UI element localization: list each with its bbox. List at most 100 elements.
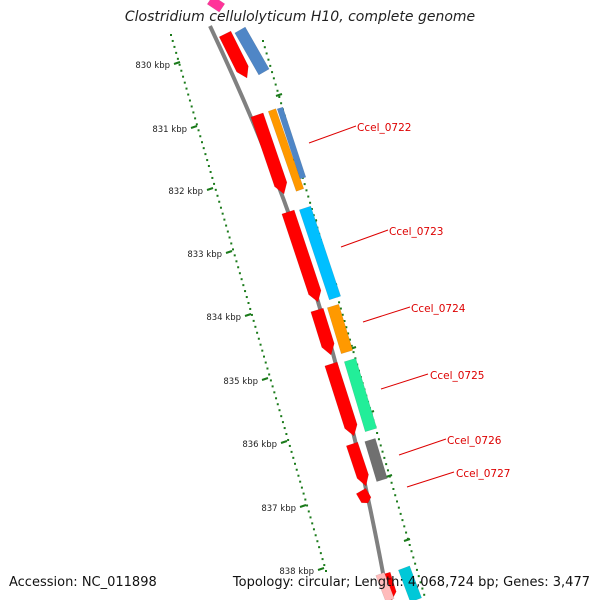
- tick-dot: [343, 320, 346, 322]
- tick-dot: [216, 194, 219, 197]
- tick-dot: [350, 344, 353, 347]
- tick-dot: [338, 301, 341, 304]
- gene-feature[interactable]: [267, 108, 305, 192]
- tick-dot: [252, 319, 255, 322]
- tick-dot: [306, 504, 309, 507]
- gene-label-leader: [340, 229, 389, 248]
- tick-dot: [256, 331, 259, 334]
- tick-dot: [381, 450, 384, 453]
- forward-cds-arrow[interactable]: [218, 30, 249, 79]
- gene-label[interactable]: Ccel_0725: [430, 370, 484, 382]
- tick-dot: [278, 96, 281, 98]
- kbp-label: 837 kbp: [261, 504, 296, 514]
- tick-dot: [218, 200, 221, 203]
- tick-dot: [199, 135, 202, 138]
- gene-label[interactable]: Ccel_0724: [411, 303, 466, 315]
- kbp-label: 833 kbp: [187, 250, 222, 260]
- tick-dot: [173, 45, 176, 48]
- forward-cds-arrow[interactable]: [324, 361, 358, 437]
- tick-dot: [261, 349, 264, 352]
- tick-dot: [292, 456, 295, 459]
- tick-dot: [235, 260, 238, 263]
- kbp-tick: [280, 440, 288, 444]
- tick-dot: [275, 397, 278, 400]
- tick-dot: [245, 296, 248, 299]
- tick-dot: [376, 432, 379, 434]
- gene-features: [206, 0, 422, 600]
- tick-dot: [414, 562, 417, 565]
- tick-dot: [318, 546, 321, 549]
- tick-dot: [419, 581, 422, 584]
- tick-dot: [247, 302, 250, 304]
- kbp-label: 835 kbp: [223, 377, 258, 387]
- tick-dot: [383, 456, 386, 459]
- tick-dot: [207, 165, 210, 168]
- tick-dot: [403, 525, 406, 528]
- gene-label-leader: [406, 471, 455, 488]
- tick-dot: [175, 51, 178, 54]
- gene-feature-top[interactable]: [206, 0, 226, 13]
- gene-feature[interactable]: [298, 205, 342, 301]
- tick-dot: [249, 307, 252, 310]
- tick-dot: [185, 87, 188, 90]
- tick-dot: [325, 570, 327, 572]
- tick-dot: [305, 189, 308, 192]
- tick-dot: [230, 242, 233, 245]
- gene-feature[interactable]: [364, 438, 388, 482]
- kbp-tick: [225, 250, 233, 254]
- kbp-tick: [244, 313, 252, 317]
- gene-label[interactable]: Ccel_0727: [456, 468, 510, 480]
- tick-dot: [295, 468, 298, 471]
- gene-feature[interactable]: [276, 106, 307, 180]
- tick-dot: [263, 355, 265, 358]
- gene-label[interactable]: Ccel_0726: [447, 435, 502, 447]
- tick-dot: [221, 212, 224, 215]
- kbp-label: 832 kbp: [168, 187, 203, 197]
- tick-dot: [273, 391, 276, 394]
- gene-label[interactable]: Ccel_0722: [357, 122, 411, 134]
- tick-dot: [265, 52, 268, 55]
- tick-dot: [195, 123, 198, 126]
- tick-dot: [408, 544, 411, 546]
- tick-dot: [257, 337, 260, 340]
- outer-tick: [385, 474, 393, 478]
- gene-feature[interactable]: [375, 572, 395, 600]
- forward-cds-arrow[interactable]: [310, 307, 335, 356]
- tick-dot: [206, 159, 209, 162]
- gene-feature[interactable]: [326, 303, 354, 355]
- kbp-tick: [317, 567, 325, 571]
- tick-dot: [259, 343, 262, 346]
- tick-dot: [190, 105, 193, 108]
- tick-dot: [421, 587, 424, 590]
- forward-cds-arrow[interactable]: [355, 487, 372, 504]
- tick-dot: [237, 266, 240, 269]
- tick-dot: [223, 218, 226, 221]
- kbp-tick: [261, 377, 269, 381]
- gene-feature[interactable]: [343, 357, 378, 433]
- gene-feature[interactable]: [234, 26, 270, 76]
- tick-dot: [287, 438, 290, 441]
- tick-dot: [276, 89, 279, 92]
- tick-dot: [323, 564, 326, 567]
- forward-cds-arrow[interactable]: [345, 441, 369, 487]
- tick-dot: [294, 462, 296, 465]
- tick-dot: [170, 34, 172, 36]
- tick-dot: [214, 188, 217, 191]
- tick-dot: [347, 332, 350, 335]
- tick-dot: [309, 516, 312, 519]
- tick-dot: [271, 71, 274, 74]
- tick-dot: [300, 486, 303, 489]
- tick-dot: [278, 409, 281, 412]
- tick-dot: [307, 195, 310, 198]
- forward-cds-arrow[interactable]: [281, 209, 322, 303]
- tick-dot: [290, 450, 293, 453]
- tick-dot: [396, 500, 399, 503]
- tick-dot: [415, 568, 418, 571]
- tick-dot: [394, 494, 397, 497]
- gene-feature[interactable]: [398, 565, 422, 600]
- gene-label[interactable]: Ccel_0723: [389, 226, 443, 238]
- tick-dot: [285, 433, 288, 436]
- tick-dot: [281, 421, 284, 424]
- forward-cds-arrow[interactable]: [250, 112, 288, 195]
